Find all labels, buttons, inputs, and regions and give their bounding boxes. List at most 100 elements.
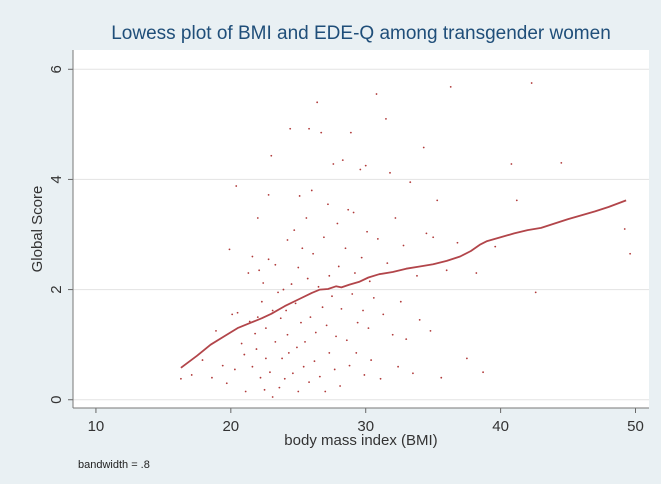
data-point — [328, 352, 331, 354]
data-point — [190, 374, 193, 376]
data-point — [328, 274, 331, 277]
lowess-line — [180, 199, 627, 369]
data-point — [247, 272, 250, 274]
data-point — [211, 376, 213, 379]
data-point — [363, 374, 366, 376]
data-point — [399, 300, 402, 303]
data-point — [416, 274, 418, 277]
data-point — [297, 390, 300, 393]
data-point — [530, 82, 533, 84]
data-point — [510, 163, 513, 165]
data-point — [225, 382, 228, 385]
data-point — [394, 217, 397, 219]
data-point — [436, 199, 439, 202]
data-point — [386, 262, 389, 265]
data-point — [271, 309, 274, 312]
data-point — [337, 265, 340, 268]
data-point — [267, 193, 270, 196]
y-tick-label: 0 — [48, 396, 65, 404]
data-point — [278, 386, 281, 389]
data-point — [286, 239, 289, 241]
data-point — [312, 252, 315, 255]
data-point — [264, 327, 267, 330]
data-point — [356, 321, 359, 324]
data-point — [331, 295, 333, 298]
data-point — [354, 272, 356, 274]
data-point — [316, 101, 319, 104]
data-point — [254, 332, 257, 335]
x-tick-label: 20 — [222, 418, 239, 435]
data-point — [260, 300, 263, 303]
data-point — [360, 256, 363, 259]
data-point — [440, 376, 443, 379]
data-point — [336, 222, 339, 225]
data-point — [366, 230, 368, 233]
data-point — [333, 368, 336, 371]
data-point — [256, 217, 259, 219]
data-point — [290, 283, 293, 285]
data-point — [382, 313, 385, 316]
data-point — [233, 368, 236, 371]
data-point — [235, 185, 238, 187]
data-point — [309, 316, 312, 319]
data-point — [364, 164, 367, 167]
data-point — [515, 199, 518, 202]
data-point — [180, 377, 182, 380]
data-point — [465, 357, 468, 360]
data-point — [347, 208, 350, 211]
data-point — [345, 339, 348, 342]
data-point — [267, 258, 270, 261]
data-point — [291, 372, 294, 375]
data-point — [231, 313, 234, 316]
data-point — [482, 371, 484, 374]
data-point — [368, 280, 371, 283]
data-point — [256, 316, 259, 319]
data-point — [243, 353, 246, 356]
data-point — [397, 365, 399, 368]
data-point — [327, 203, 329, 206]
data-point — [221, 364, 224, 367]
data-point — [281, 357, 283, 360]
data-point — [341, 159, 344, 162]
data-point — [344, 247, 347, 250]
data-point — [306, 277, 309, 280]
data-point — [287, 352, 290, 354]
data-point — [429, 329, 432, 332]
data-point — [449, 86, 452, 88]
data-point — [494, 245, 497, 248]
data-point — [255, 348, 258, 350]
data-point — [629, 252, 632, 255]
data-point — [335, 335, 337, 338]
data-point — [389, 171, 391, 174]
data-point — [294, 302, 297, 305]
data-point — [258, 269, 261, 272]
data-point — [293, 229, 296, 232]
x-tick-label: 40 — [492, 418, 509, 435]
data-point — [339, 385, 341, 387]
data-point — [305, 217, 308, 219]
data-point — [321, 306, 324, 309]
x-tick-label: 30 — [357, 418, 374, 435]
data-point — [228, 248, 231, 251]
data-point — [264, 357, 267, 360]
data-point — [262, 282, 265, 284]
data-point — [302, 365, 305, 368]
data-point — [215, 329, 217, 332]
data-point — [379, 377, 382, 380]
data-point — [297, 266, 300, 269]
data-point — [456, 241, 459, 244]
data-point — [304, 341, 306, 343]
data-point — [348, 364, 351, 367]
data-point — [201, 359, 204, 361]
data-point — [409, 181, 412, 184]
data-point — [362, 309, 364, 312]
data-point — [370, 359, 373, 361]
data-point — [289, 127, 292, 130]
data-point — [274, 341, 277, 343]
data-point — [445, 269, 448, 272]
data-point — [412, 372, 414, 375]
data-point — [248, 320, 251, 323]
data-point — [340, 307, 343, 310]
